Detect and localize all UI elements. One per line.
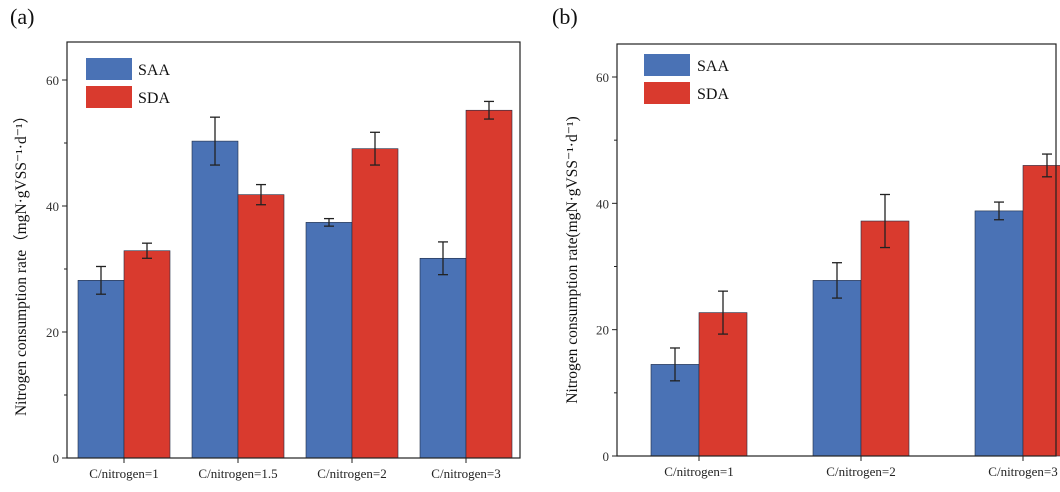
x-tick-label-1: C/nitrogen=1.5 [198, 466, 277, 481]
errorbar-saa-2 [324, 217, 334, 227]
y-tick-label-3: 60 [596, 70, 609, 85]
bar-saa-2 [974, 210, 1024, 457]
errorbar-sda-3 [484, 100, 494, 120]
panel-b-ylabel: Nitrogen consumption rate(mgN·gVSS⁻¹·d⁻¹… [564, 116, 581, 403]
panel-b-axes: C/nitrogen=1 C/nitrogen=2 C/nitrogen=3 0 20 4… [596, 43, 1058, 479]
errorbar-sda-0 [718, 290, 728, 335]
y-tick-label-0: 0 [53, 451, 60, 466]
x-tick-label-2: C/nitrogen=3 [988, 464, 1057, 479]
panel-b-legend: SAA SDA [644, 54, 729, 104]
panel-a-legend: SAA SDA [86, 58, 170, 108]
errorbar-saa-1 [832, 262, 842, 299]
y-tick-label-2: 40 [46, 199, 59, 214]
bar-sda-0 [698, 312, 748, 457]
y-tick-label-1: 20 [46, 325, 59, 340]
errorbar-saa-2 [994, 201, 1004, 221]
bar-saa-3 [419, 257, 467, 459]
errorbar-saa-1 [210, 116, 220, 166]
legend-sda-swatch-b [644, 82, 690, 104]
y-tick-label-1: 20 [596, 323, 609, 338]
panel-a-label: (a) [10, 4, 34, 29]
plot-frame [66, 41, 521, 459]
y-tick-label-3: 60 [46, 73, 59, 88]
legend-sda-label-b: SDA [697, 86, 729, 103]
bar-saa-1 [812, 280, 862, 457]
bar-sda-3 [465, 109, 513, 459]
bar-saa-1 [191, 140, 239, 459]
x-tick-label-3: C/nitrogen=3 [431, 466, 500, 481]
panel-a-ylabel: Nitrogen consumption rate（mgN·gVSS⁻¹·d⁻¹… [13, 108, 30, 416]
legend-saa-label-b: SAA [697, 58, 729, 75]
errorbar-saa-0 [670, 347, 680, 382]
legend-saa-swatch-b [644, 54, 690, 76]
legend-saa-label-a: SAA [138, 62, 170, 79]
errorbar-sda-2 [370, 131, 380, 166]
panel-a: (a) Nitrogen consumption rate（mgN·gVSS⁻¹… [10, 4, 521, 481]
legend-sda-swatch-a [86, 86, 132, 108]
legend-sda-label-a: SDA [138, 90, 170, 107]
y-tick-label-0: 0 [603, 449, 610, 464]
bar-sda-2 [351, 148, 399, 459]
bar-sda-2 [1022, 165, 1060, 457]
bar-sda-1 [237, 194, 285, 459]
errorbar-saa-3 [438, 241, 448, 276]
x-tick-label-2: C/nitrogen=2 [317, 466, 386, 481]
bar-sda-0 [123, 250, 171, 459]
panel-b: (b) Nitrogen consumption rate(mgN·gVSS⁻¹… [552, 4, 1060, 479]
panel-b-marks [650, 153, 1060, 457]
plot-frame [616, 43, 1057, 457]
panel-a-axes: C/nitrogen=1 C/nitrogen=1.5 C/nitrogen=2 C/… [46, 41, 521, 481]
errorbar-sda-1 [880, 193, 890, 249]
bar-saa-0 [77, 280, 125, 459]
errorbar-sda-2 [1042, 153, 1052, 178]
y-tick-label-2: 40 [596, 196, 609, 211]
bar-saa-2 [305, 222, 353, 459]
x-tick-label-1: C/nitrogen=2 [826, 464, 895, 479]
bar-sda-1 [860, 220, 910, 457]
panel-b-label: (b) [552, 4, 578, 29]
panel-a-marks [77, 100, 513, 459]
errorbar-sda-1 [256, 183, 266, 206]
x-tick-label-0: C/nitrogen=1 [664, 464, 733, 479]
errorbar-saa-0 [96, 265, 106, 295]
legend-saa-swatch-a [86, 58, 132, 80]
errorbar-sda-0 [142, 242, 152, 259]
x-tick-label-0: C/nitrogen=1 [89, 466, 158, 481]
